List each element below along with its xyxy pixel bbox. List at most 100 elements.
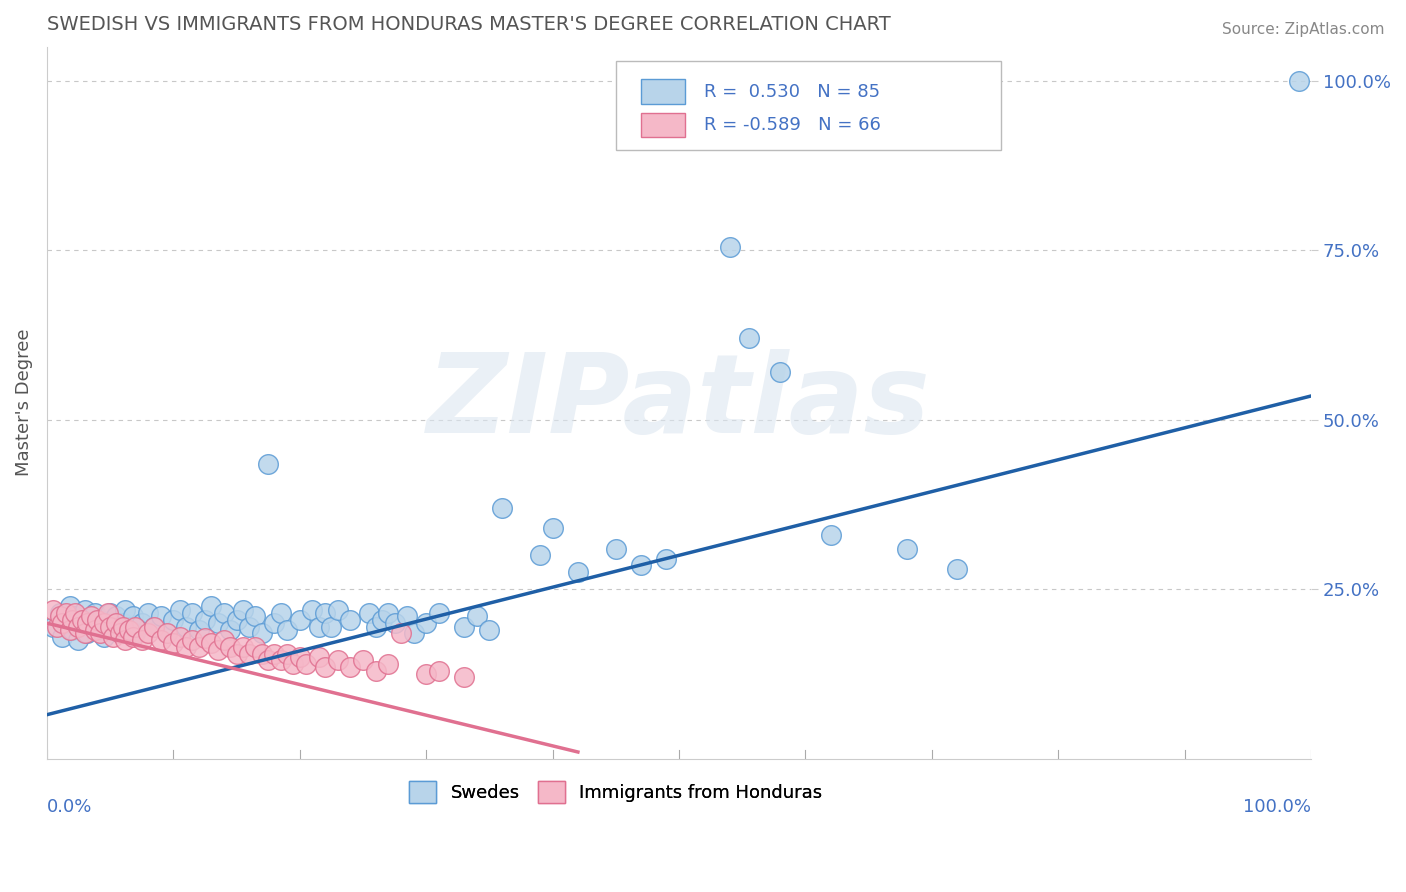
Point [396, 609, 419, 624]
Point [427, 664, 450, 678]
Point [80, 616, 103, 631]
Point [84, 623, 107, 637]
Point [111, 619, 134, 633]
Point [143, 619, 166, 633]
Point [377, 657, 399, 671]
Point [415, 667, 437, 681]
Point [110, 626, 132, 640]
Point [72, 613, 94, 627]
Point [63, 609, 86, 624]
Point [169, 630, 191, 644]
Point [321, 619, 343, 633]
Point [114, 602, 136, 616]
Point [136, 626, 159, 640]
Point [295, 657, 318, 671]
Point [111, 616, 134, 631]
Text: 100.0%: 100.0% [1243, 798, 1312, 816]
Point [118, 623, 141, 637]
Point [60, 623, 83, 637]
Point [89, 613, 111, 627]
Point [263, 616, 285, 631]
Point [97, 616, 120, 631]
Point [453, 670, 475, 684]
Point [308, 650, 330, 665]
Point [207, 616, 229, 631]
Point [98, 619, 121, 633]
Point [101, 630, 124, 644]
Point [212, 633, 235, 648]
Point [245, 640, 267, 654]
Point [820, 528, 842, 542]
Point [76, 616, 98, 631]
Point [55, 606, 77, 620]
Point [270, 653, 292, 667]
Point [80, 609, 103, 624]
Point [60, 613, 83, 627]
Point [48, 606, 70, 620]
Point [149, 609, 172, 624]
Point [200, 636, 222, 650]
Point [326, 653, 349, 667]
Point [59, 623, 82, 637]
Text: R =  0.530   N = 85: R = 0.530 N = 85 [704, 83, 880, 101]
Point [143, 619, 166, 633]
Point [339, 660, 361, 674]
Point [364, 619, 387, 633]
FancyBboxPatch shape [641, 79, 685, 104]
Point [1288, 73, 1310, 87]
Point [73, 602, 96, 616]
Point [110, 626, 132, 640]
Point [101, 619, 124, 633]
Point [156, 626, 179, 640]
Point [605, 541, 627, 556]
Point [371, 613, 394, 627]
Point [453, 619, 475, 633]
Point [207, 643, 229, 657]
Point [314, 606, 336, 620]
Point [541, 521, 564, 535]
Text: 0.0%: 0.0% [46, 798, 93, 816]
Point [219, 640, 242, 654]
Point [131, 616, 153, 631]
Point [76, 626, 98, 640]
Point [121, 630, 143, 644]
Point [245, 609, 267, 624]
Point [63, 606, 86, 620]
FancyBboxPatch shape [616, 61, 1001, 150]
Point [98, 606, 121, 620]
Point [124, 619, 146, 633]
Point [89, 626, 111, 640]
Legend: Swedes, Immigrants from Honduras: Swedes, Immigrants from Honduras [402, 774, 830, 810]
Point [59, 599, 82, 614]
Point [187, 623, 209, 637]
Point [105, 616, 128, 631]
Point [326, 602, 349, 616]
Point [55, 616, 77, 631]
Point [51, 630, 73, 644]
Point [478, 623, 501, 637]
Point [84, 606, 107, 620]
Point [276, 647, 298, 661]
Point [465, 609, 488, 624]
Point [288, 613, 311, 627]
Point [263, 647, 285, 661]
Point [149, 633, 172, 648]
Point [257, 653, 280, 667]
Text: R = -0.589   N = 66: R = -0.589 N = 66 [704, 116, 882, 134]
Point [314, 660, 336, 674]
Point [86, 613, 108, 627]
Point [124, 626, 146, 640]
Point [86, 623, 108, 637]
Point [250, 626, 273, 640]
Point [270, 606, 292, 620]
Point [187, 640, 209, 654]
Point [384, 616, 406, 631]
Point [73, 626, 96, 640]
Point [131, 633, 153, 648]
Point [301, 602, 323, 616]
Point [359, 606, 381, 620]
Point [276, 623, 298, 637]
Point [769, 365, 792, 379]
Y-axis label: Master's Degree: Master's Degree [15, 329, 32, 476]
Point [200, 599, 222, 614]
